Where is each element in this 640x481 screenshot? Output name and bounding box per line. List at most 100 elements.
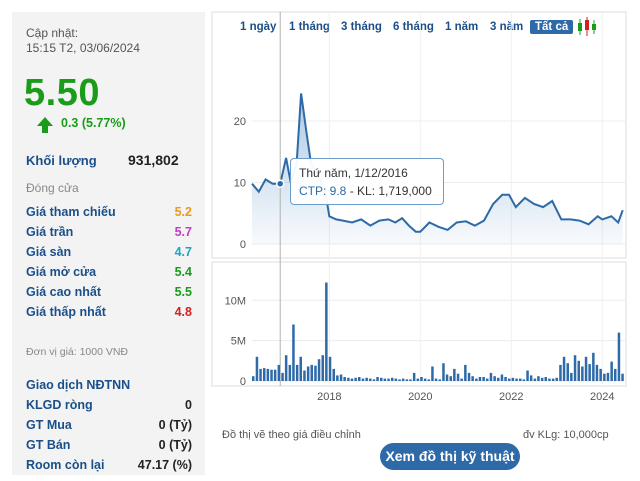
tooltip-values: CTP: 9.8 - KL: 1,719,000 (299, 182, 435, 200)
price-row-value: 4.7 (174, 245, 192, 259)
volume-bar (442, 363, 445, 381)
price-row: Giá sàn 4.7 (26, 245, 192, 259)
volume-bar (339, 374, 343, 381)
volume-bar (412, 372, 416, 381)
x-tick-label: 2024 (590, 391, 614, 403)
volume-bar (434, 378, 438, 381)
volume-bar (621, 373, 624, 381)
volume-bar (504, 377, 507, 381)
tab-1-day[interactable]: 1 ngày (240, 21, 277, 33)
volume-bar (581, 366, 584, 381)
price-panel-frame (211, 11, 627, 259)
volume-bar (372, 379, 376, 381)
volume-bar (401, 378, 405, 381)
volume-bar (471, 376, 474, 381)
volume-bar (606, 372, 610, 381)
volume-bar (387, 378, 390, 381)
price-tick-label: 10 (234, 178, 246, 190)
price-change: 0.3 (5.77%) (61, 116, 126, 130)
volume-bar (438, 379, 441, 381)
volume-bar (431, 366, 434, 381)
x-tick-label: 2018 (317, 391, 341, 403)
volume-tick-label: 10M (225, 295, 246, 307)
tab-1-year[interactable]: 1 năm (445, 21, 479, 33)
volume-bar (252, 376, 255, 381)
volume-bar (336, 375, 339, 381)
price-row: Giá thấp nhất 4.8 (26, 305, 192, 319)
volume-bar (511, 377, 515, 381)
price-row: Giá trần 5.7 (26, 225, 192, 239)
update-label: Cập nhật: (26, 26, 79, 40)
price-row-value: 5.2 (174, 205, 192, 219)
volume-bar (365, 377, 368, 381)
volume-bar (515, 378, 518, 381)
volume-bar (508, 378, 511, 381)
candlestick-icon[interactable] (576, 16, 598, 38)
stock-summary-panel: Cập nhật: 15:15 T2, 03/06/2024 5.50 0.3 … (12, 12, 205, 475)
volume-bar (478, 377, 482, 381)
current-price: 5.50 (24, 72, 100, 114)
volume-bar (595, 364, 599, 381)
tooltip-volume: - KL: 1,719,000 (346, 184, 432, 198)
hover-point (275, 179, 285, 188)
volume-bar (376, 377, 379, 381)
volume-bar (306, 366, 310, 381)
tab-6-months[interactable]: 6 tháng (393, 21, 434, 33)
volume-bar (493, 376, 496, 381)
volume-bar (522, 379, 526, 381)
volume-bar (617, 332, 621, 381)
volume-tick-label: 5M (231, 336, 246, 348)
volume-bar (398, 379, 401, 381)
unit-note: Đơn vị giá: 1000 VNĐ (26, 346, 129, 358)
volume-tick-label: 0 (240, 376, 246, 388)
volume-bar (281, 372, 284, 381)
volume-bar (383, 378, 387, 381)
volume-bar (555, 377, 558, 381)
volume-bar (548, 378, 551, 381)
tab-3-years[interactable]: 3 năm (490, 21, 524, 33)
volume-bar (332, 368, 335, 381)
volume-bar (486, 378, 489, 381)
update-info: Cập nhật: 15:15 T2, 03/06/2024 (26, 26, 140, 56)
tab-3-months[interactable]: 3 tháng (341, 21, 382, 33)
volume-bar (263, 368, 266, 381)
volume-bar (456, 373, 460, 381)
chart-tooltip: Thứ năm, 1/12/2016 CTP: 9.8 - KL: 1,719,… (290, 158, 444, 205)
volume-bar (529, 375, 533, 381)
tab-all[interactable]: Tất cả (530, 20, 574, 34)
volume-bar (445, 374, 449, 381)
volume-bar (570, 372, 573, 381)
volume-bar (350, 378, 354, 381)
update-time: 15:15 T2, 03/06/2024 (26, 41, 140, 55)
volume-bar (347, 377, 350, 381)
volume-bar (328, 356, 332, 381)
volume-bar (288, 364, 292, 381)
volume-bar (394, 378, 398, 381)
technical-chart-button[interactable]: Xem đồ thị kỹ thuật (380, 443, 520, 470)
price-row: Giá tham chiếu 5.2 (26, 205, 192, 219)
volume-bar (255, 356, 259, 381)
volume-bar (566, 363, 569, 381)
volume-bar (266, 368, 270, 381)
volume-bar (343, 377, 346, 381)
volume-bar (449, 376, 452, 381)
price-row-value: 5.7 (174, 225, 192, 239)
tab-1-month[interactable]: 1 tháng (289, 21, 330, 33)
volume-bar (358, 377, 361, 381)
foreign-row: GT Mua 0 (Tỷ) (26, 418, 192, 432)
volume-bar (482, 377, 485, 381)
volume-bar (354, 377, 357, 381)
volume-bar (317, 359, 321, 381)
volume-bar (489, 372, 493, 381)
volume-bar (537, 376, 540, 381)
volume-bar (391, 377, 394, 381)
volume-bar (603, 373, 606, 381)
volume-bar (295, 364, 299, 381)
price-tick-label: 20 (234, 116, 246, 128)
volume-bar (497, 377, 500, 381)
volume-bar (519, 378, 522, 381)
price-row-value: 5.5 (174, 285, 192, 299)
price-line (251, 93, 624, 233)
volume-bar (500, 374, 504, 381)
